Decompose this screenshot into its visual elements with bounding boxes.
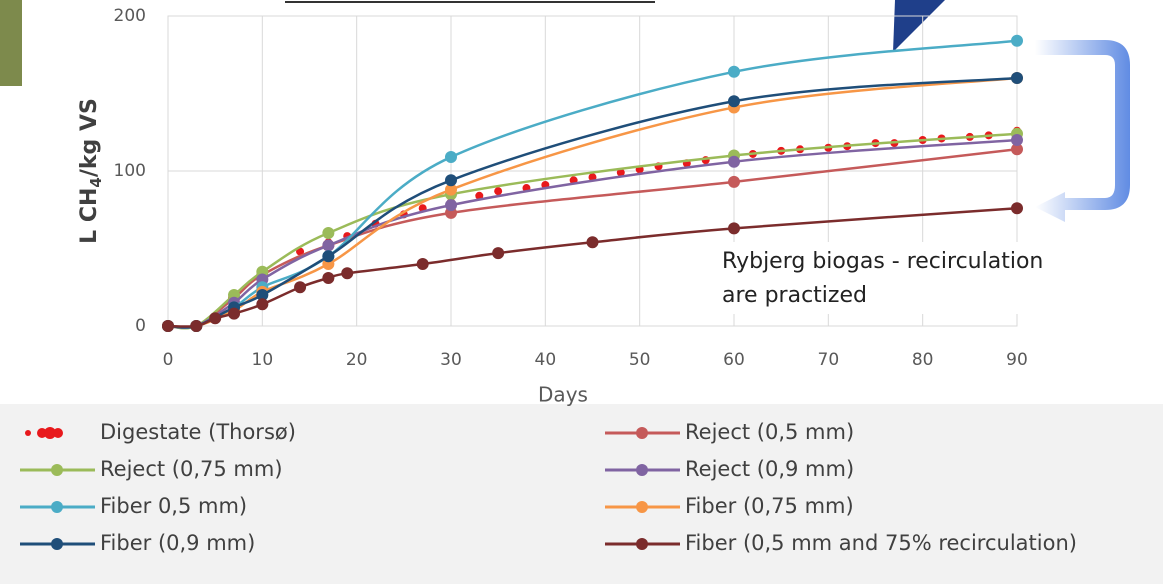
x-tick-label: 80 — [912, 350, 934, 370]
bracket-arrow — [1035, 40, 1130, 222]
data-point — [728, 95, 740, 108]
legend-swatch — [51, 464, 63, 476]
legend-item: Reject (0,5 mm) — [605, 420, 854, 444]
x-tick-label: 70 — [818, 350, 840, 370]
legend-item: Reject (0,9 mm) — [605, 457, 854, 481]
annotation-text: are practized — [722, 283, 867, 308]
legend-swatch — [51, 538, 63, 550]
legend-item: Digestate (Thorsø) — [25, 420, 296, 444]
legend-swatch — [25, 430, 31, 436]
legend-label: Fiber (0,9 mm) — [100, 531, 255, 555]
y-axis-label: L CH4/kg VS — [77, 98, 105, 244]
data-point — [296, 247, 305, 256]
data-point — [445, 174, 457, 187]
legend-swatch — [51, 501, 63, 513]
data-point — [1011, 143, 1023, 156]
data-point — [322, 250, 335, 263]
data-point — [445, 183, 457, 196]
legend-swatch — [636, 427, 648, 439]
x-axis-label: Days — [538, 383, 588, 407]
data-point — [1011, 202, 1023, 215]
data-point — [728, 222, 740, 235]
data-point — [475, 191, 484, 200]
y-label-rest: /kg VS — [77, 98, 102, 177]
plot-area — [167, 15, 1018, 327]
data-point — [256, 289, 269, 301]
data-point — [1011, 134, 1023, 146]
legend-item: Reject (0,75 mm) — [20, 457, 283, 481]
data-point — [294, 281, 307, 294]
x-tick-label: 40 — [535, 350, 557, 370]
data-point — [322, 239, 335, 252]
data-point — [322, 227, 335, 239]
data-point — [162, 320, 174, 332]
y-label-main: L CH — [77, 188, 102, 244]
data-point — [322, 271, 335, 284]
legend-label: Fiber 0,5 mm) — [100, 494, 247, 518]
legend-swatch — [636, 538, 648, 550]
legend-item: Fiber (0,9 mm) — [20, 531, 255, 555]
photo-crop — [0, 0, 22, 86]
legend-item: Fiber 0,5 mm) — [20, 494, 247, 518]
data-point — [190, 320, 203, 332]
series-line — [167, 148, 1018, 330]
series — [162, 202, 1023, 332]
legend-swatch — [636, 464, 648, 476]
data-point — [228, 307, 241, 320]
data-point — [256, 298, 269, 311]
data-point — [209, 312, 222, 325]
x-tick-label: 60 — [723, 350, 745, 370]
legend-label: Digestate (Thorsø) — [100, 420, 296, 444]
legend-label: Reject (0,75 mm) — [100, 457, 283, 481]
annotation-text: Rybjerg biogas - recirculation — [722, 249, 1043, 274]
data-point — [728, 175, 740, 188]
y-label-sub: 4 — [87, 177, 105, 187]
legend-swatch — [636, 501, 648, 513]
legend-background — [0, 404, 1163, 584]
y-tick-label: 100 — [114, 161, 146, 181]
legend-swatch — [53, 428, 63, 438]
legend-item: Fiber (0,75 mm) — [605, 494, 854, 518]
legend-label: Reject (0,9 mm) — [685, 457, 854, 481]
x-tick-label: 30 — [440, 350, 462, 370]
data-point — [728, 155, 740, 168]
data-point — [494, 187, 503, 196]
data-point — [728, 65, 740, 78]
data-point — [445, 151, 457, 164]
data-point — [1011, 34, 1023, 47]
legend-label: Reject (0,5 mm) — [685, 420, 854, 444]
data-point — [416, 258, 429, 270]
legend-label: Fiber (0,75 mm) — [685, 494, 854, 518]
series-line — [167, 132, 1018, 330]
x-tick-label: 90 — [1006, 350, 1028, 370]
data-point — [1011, 72, 1023, 84]
x-tick-label: 20 — [346, 350, 368, 370]
legend-label: Fiber (0,5 mm and 75% recirculation) — [685, 531, 1077, 555]
x-tick-label: 10 — [252, 350, 274, 370]
data-point — [445, 199, 457, 212]
legend-swatch — [37, 428, 47, 438]
data-point — [341, 267, 354, 280]
legend-swatch — [44, 427, 56, 439]
legend-item: Fiber (0,5 mm and 75% recirculation) — [605, 531, 1077, 555]
annotation: Rybjerg biogas - recirculation are practi… — [718, 242, 1043, 314]
data-point — [616, 168, 625, 177]
y-tick-label: 0 — [135, 316, 146, 336]
x-tick-label: 50 — [629, 350, 651, 370]
annotation-background — [718, 242, 1018, 314]
data-point — [492, 247, 505, 260]
data-point — [586, 236, 599, 249]
x-tick-label: 0 — [163, 350, 174, 370]
y-tick-label: 200 — [114, 6, 146, 26]
pointer-arrow — [893, 0, 945, 52]
